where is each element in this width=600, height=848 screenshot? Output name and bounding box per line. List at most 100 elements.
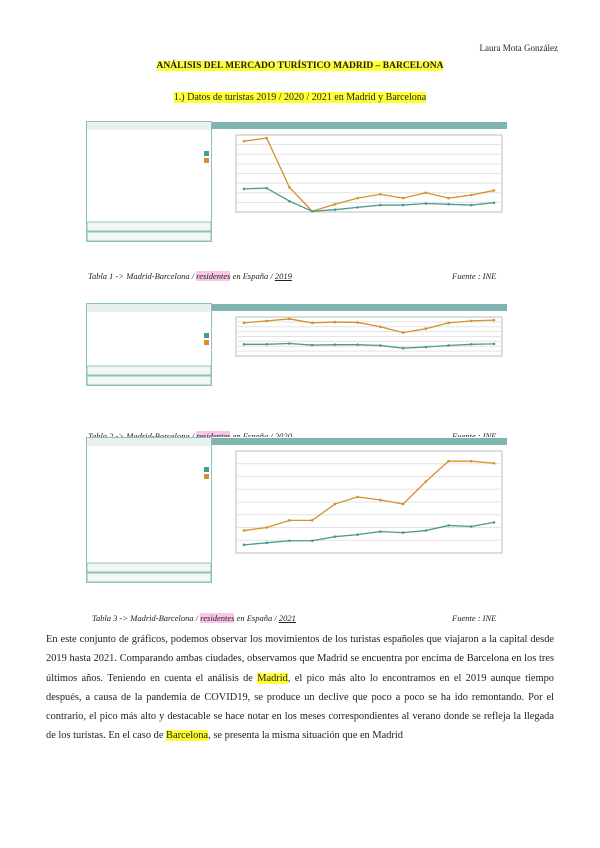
data-point	[492, 189, 496, 192]
series-line-0	[243, 137, 495, 212]
panel-formato	[86, 572, 212, 583]
data-point	[424, 480, 428, 483]
data-point	[288, 539, 291, 543]
data-point	[401, 196, 405, 200]
data-point	[424, 202, 428, 205]
caption-2020: Tabla 2 -> Madrid-Barcelona / residentes…	[88, 431, 292, 441]
data-point	[242, 187, 246, 191]
data-point	[492, 342, 496, 346]
panel-periodo	[86, 365, 212, 376]
data-point	[379, 530, 382, 533]
data-point	[469, 319, 473, 323]
data-point	[242, 529, 246, 532]
data-point	[356, 495, 359, 499]
data-point	[401, 331, 405, 334]
data-point	[469, 343, 473, 346]
body-paragraph: En este conjunto de gráficos, podemos ob…	[46, 634, 554, 742]
data-point	[356, 343, 359, 346]
chart-title-bar	[212, 304, 507, 311]
data-point	[288, 186, 291, 189]
panel-header	[87, 304, 211, 312]
data-point	[424, 327, 428, 330]
panel-header	[87, 122, 211, 130]
panel-formato	[86, 231, 212, 242]
data-point	[447, 344, 450, 347]
data-point	[492, 521, 496, 524]
data-point	[310, 321, 314, 325]
data-point	[310, 539, 314, 543]
data-point	[265, 319, 269, 323]
data-point	[333, 502, 337, 506]
series-line-0	[243, 318, 495, 334]
data-point	[333, 343, 337, 346]
data-point	[242, 321, 246, 325]
chart-figure-2019	[86, 121, 508, 242]
data-point	[469, 525, 473, 528]
data-point	[288, 519, 291, 522]
panel-formato	[86, 375, 212, 386]
line-chart	[86, 437, 507, 583]
caption-2021: Tabla 3 -> Madrid-Barcelona / residentes…	[92, 613, 296, 623]
legend-swatch	[204, 467, 209, 472]
data-point	[379, 192, 382, 196]
series-line-1	[243, 187, 495, 212]
data-point	[288, 199, 291, 203]
data-point	[447, 524, 450, 527]
highlight-madrid: Madrid	[257, 672, 288, 684]
data-point	[242, 139, 246, 143]
section-heading: 1.) Datos de turistas 2019 / 2020 / 2021…	[173, 92, 427, 103]
data-point	[469, 193, 473, 197]
legend-swatch	[204, 151, 209, 156]
data-point	[333, 203, 337, 206]
data-point	[265, 343, 269, 346]
data-point	[401, 531, 405, 534]
data-point	[492, 461, 496, 465]
source-2020: Fuente : INE	[452, 431, 497, 441]
source-2019: Fuente : INE	[452, 271, 497, 281]
data-point	[265, 186, 269, 190]
legend-swatch	[204, 158, 209, 163]
data-point	[379, 203, 382, 207]
author-name: Laura Mota González	[479, 43, 558, 53]
highlight-barcelona: Barcelona	[166, 730, 209, 742]
legend-swatch	[204, 340, 209, 345]
data-point	[447, 321, 450, 325]
caption-2019: Tabla 1 -> Madrid-Barcelona / residentes…	[88, 271, 292, 281]
data-point	[469, 459, 473, 463]
line-chart	[86, 121, 507, 242]
data-point	[356, 196, 359, 200]
line-chart	[86, 303, 507, 386]
series-line-1	[244, 342, 495, 349]
panel-periodo	[86, 221, 212, 232]
legend-swatch	[204, 474, 209, 479]
data-point	[447, 459, 450, 463]
data-point	[356, 321, 359, 324]
legend-swatch	[204, 333, 209, 338]
selection-panel	[86, 437, 212, 583]
series-line-0	[243, 460, 495, 532]
data-point	[265, 136, 269, 140]
data-point	[310, 343, 314, 347]
data-point	[242, 343, 246, 346]
data-point	[401, 346, 405, 350]
data-point	[401, 203, 405, 207]
data-point	[401, 502, 405, 506]
panel-periodo	[86, 562, 212, 573]
data-point	[265, 541, 269, 545]
data-point	[492, 318, 496, 322]
data-point	[447, 196, 450, 200]
data-point	[379, 344, 382, 347]
data-point	[424, 345, 428, 349]
data-point	[333, 320, 337, 324]
data-point	[492, 201, 496, 205]
data-point	[469, 203, 473, 207]
data-point	[424, 529, 428, 532]
data-point	[379, 325, 382, 329]
chart-title-bar	[212, 438, 507, 445]
data-point	[424, 191, 428, 195]
data-point	[242, 543, 246, 547]
series-line-1	[243, 521, 495, 546]
source-2021: Fuente : INE	[452, 613, 497, 623]
data-point	[356, 206, 359, 209]
